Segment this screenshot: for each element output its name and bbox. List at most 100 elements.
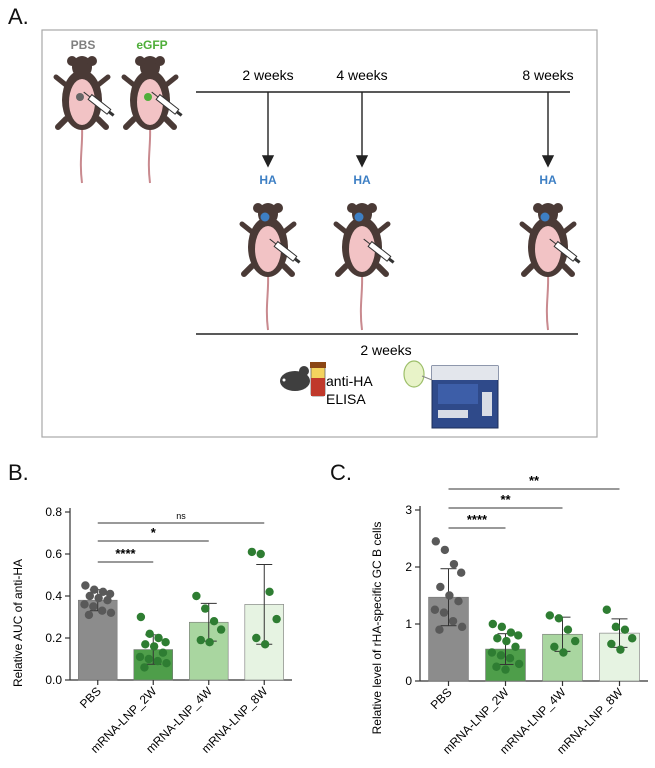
y-tick-label: 2 xyxy=(405,560,412,574)
panel-c-chart: Relative level of rHA-specific GC B cell… xyxy=(370,473,648,757)
ha-label-4w: HA xyxy=(353,173,371,187)
data-point xyxy=(105,589,115,599)
data-point xyxy=(514,659,524,669)
blood-tube-icon xyxy=(310,362,326,397)
data-point xyxy=(456,568,466,577)
data-point xyxy=(559,648,568,657)
data-point xyxy=(430,605,440,614)
panel-a-frame xyxy=(41,29,598,438)
data-point xyxy=(492,662,501,671)
flow-cytometer-icon xyxy=(421,365,499,429)
data-point xyxy=(153,656,162,666)
panel-a-letter: A. xyxy=(8,4,29,29)
data-point xyxy=(256,549,265,559)
lymph-node-icon xyxy=(403,360,425,388)
data-point xyxy=(602,605,612,614)
data-point xyxy=(487,648,497,657)
pbs-injection-dot xyxy=(76,93,84,101)
y-tick-label: 3 xyxy=(405,503,412,517)
data-point xyxy=(497,622,507,632)
data-point xyxy=(196,635,206,645)
significance-label: ** xyxy=(500,492,511,507)
data-point xyxy=(205,638,214,647)
ha-label-8w: HA xyxy=(539,173,557,187)
data-point xyxy=(445,591,454,600)
data-point xyxy=(435,625,444,634)
data-point xyxy=(141,640,150,649)
data-point xyxy=(513,631,523,640)
arrow-8-weeks-head xyxy=(541,155,555,168)
y-tick-label: 0 xyxy=(405,674,412,688)
data-point xyxy=(89,602,98,611)
data-point xyxy=(85,591,95,601)
y-tick-label: 0.4 xyxy=(45,589,62,603)
data-point xyxy=(627,634,637,643)
data-point xyxy=(454,597,463,606)
significance-label: * xyxy=(151,525,157,540)
elisa-mouse-icon xyxy=(280,366,310,391)
data-point xyxy=(201,604,210,613)
data-point xyxy=(545,611,555,620)
assay-elisa-label: ELISA xyxy=(326,391,366,407)
data-point xyxy=(97,606,107,615)
data-point xyxy=(80,600,89,609)
significance-label: ** xyxy=(529,473,540,488)
y-tick-label: 0.0 xyxy=(45,673,62,687)
data-point xyxy=(439,608,449,617)
data-point xyxy=(272,614,281,624)
data-point xyxy=(505,654,515,663)
data-point xyxy=(611,622,621,632)
assay-anti-ha-label: anti-HA xyxy=(326,373,373,389)
data-point xyxy=(431,537,441,546)
data-point xyxy=(440,545,450,555)
data-point xyxy=(563,625,573,634)
panel-b-y-axis-label: Relative AUC of anti-HA xyxy=(11,559,25,687)
data-point xyxy=(106,608,116,617)
panel-c-y-axis-label: Relative level of rHA-specific GC B cell… xyxy=(370,522,384,735)
panel-b-chart: Relative AUC of anti-HA 0.0 0.2 0.4 0.6 0.8 P… xyxy=(11,505,292,756)
data-point xyxy=(149,642,159,651)
ha-mouse-2w-icon xyxy=(242,203,301,330)
data-point xyxy=(103,596,112,605)
data-point xyxy=(162,659,171,668)
y-tick-label: 0.8 xyxy=(45,505,62,519)
data-point xyxy=(98,587,108,596)
data-point xyxy=(506,628,516,637)
data-point xyxy=(209,617,219,626)
data-point xyxy=(488,619,498,629)
data-point xyxy=(145,629,154,638)
egfp-mouse-icon xyxy=(124,56,183,183)
panel-b-letter: B. xyxy=(8,460,29,485)
data-point xyxy=(84,610,94,620)
arrow-2-weeks-head xyxy=(261,155,275,168)
data-point xyxy=(436,582,445,592)
time-8-weeks-label: 8 weeks xyxy=(522,67,573,83)
pbs-mouse-icon xyxy=(56,56,115,183)
data-point xyxy=(457,622,467,632)
data-point xyxy=(607,639,616,649)
data-point xyxy=(94,593,103,603)
data-point xyxy=(448,616,458,626)
data-point xyxy=(570,636,580,646)
data-point xyxy=(493,634,502,643)
data-point xyxy=(496,651,506,660)
x-tick-label-PBS: PBS xyxy=(77,684,104,711)
arrow-4-weeks-head xyxy=(355,155,369,168)
egfp-injection-dot xyxy=(144,93,152,101)
y-tick-label: 0.6 xyxy=(45,547,62,561)
data-point xyxy=(501,665,510,674)
data-point xyxy=(144,654,154,664)
significance-label: **** xyxy=(467,512,488,527)
readout-2-weeks-label: 2 weeks xyxy=(360,342,411,358)
time-2-weeks-label: 2 weeks xyxy=(242,67,293,83)
time-4-weeks-label: 4 weeks xyxy=(336,67,387,83)
y-tick-label: 0.2 xyxy=(45,631,62,645)
pbs-group-label: PBS xyxy=(71,38,96,52)
data-point xyxy=(136,612,146,622)
data-point xyxy=(265,587,274,596)
data-point xyxy=(81,581,90,590)
data-point xyxy=(216,625,226,634)
data-point xyxy=(154,633,163,643)
data-point xyxy=(620,625,630,634)
data-point xyxy=(161,638,170,647)
